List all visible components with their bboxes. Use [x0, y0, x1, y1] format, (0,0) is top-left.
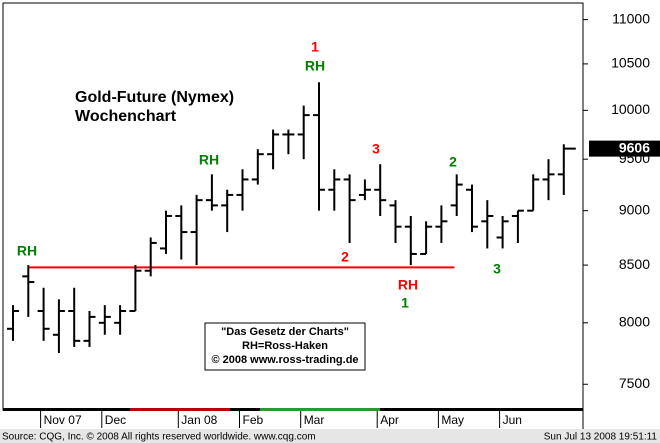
y-tick-label: 8500 — [619, 256, 650, 272]
chart-title: Gold-Future (Nymex) — [75, 89, 234, 106]
info-text: © 2008 www.ross-trading.de — [211, 354, 358, 366]
x-tick-label: Dec — [105, 413, 126, 427]
chart-subtitle: Wochenchart — [75, 108, 177, 125]
y-tick-label: 7500 — [619, 375, 650, 391]
info-text: RH=Ross-Haken — [242, 340, 328, 352]
annotation: 3 — [493, 261, 501, 277]
last-price-box — [589, 140, 660, 157]
footer-left: Source: CQG, Inc. © 2008 All rights rese… — [2, 432, 316, 443]
footer-right: Sun Jul 13 2008 19:51:11 — [544, 432, 658, 443]
y-tick-label: 10500 — [611, 55, 650, 71]
annotation: 1 — [401, 295, 409, 311]
x-tick-label: Feb — [243, 413, 264, 427]
timeline-strip — [260, 408, 380, 411]
annotation: 2 — [449, 154, 457, 170]
annotation: RH — [199, 152, 219, 168]
x-tick-label: Jan 08 — [181, 413, 217, 427]
y-tick-label: 11000 — [612, 10, 650, 26]
timeline-strip — [130, 408, 230, 411]
annotation: 2 — [341, 249, 349, 265]
x-tick-label: May — [441, 413, 464, 427]
annotation: 3 — [372, 141, 380, 157]
x-tick-label: Mar — [304, 413, 325, 427]
info-text: "Das Gesetz der Charts" — [221, 326, 349, 338]
annotation: 1 — [311, 39, 319, 55]
x-tick-label: Jun — [503, 413, 522, 427]
annotation: RH — [305, 58, 325, 74]
annotation: RH — [17, 243, 37, 259]
y-tick-label: 8000 — [619, 314, 650, 330]
info-box — [204, 322, 366, 371]
y-tick-label: 10000 — [611, 101, 650, 117]
x-tick-label: Apr — [380, 413, 399, 427]
annotation: RH — [398, 277, 418, 293]
footer-bar — [0, 429, 660, 443]
y-tick-label: 9000 — [619, 201, 650, 217]
last-price-label: 9606 — [619, 139, 650, 155]
x-tick-label: Nov 07 — [44, 413, 82, 427]
